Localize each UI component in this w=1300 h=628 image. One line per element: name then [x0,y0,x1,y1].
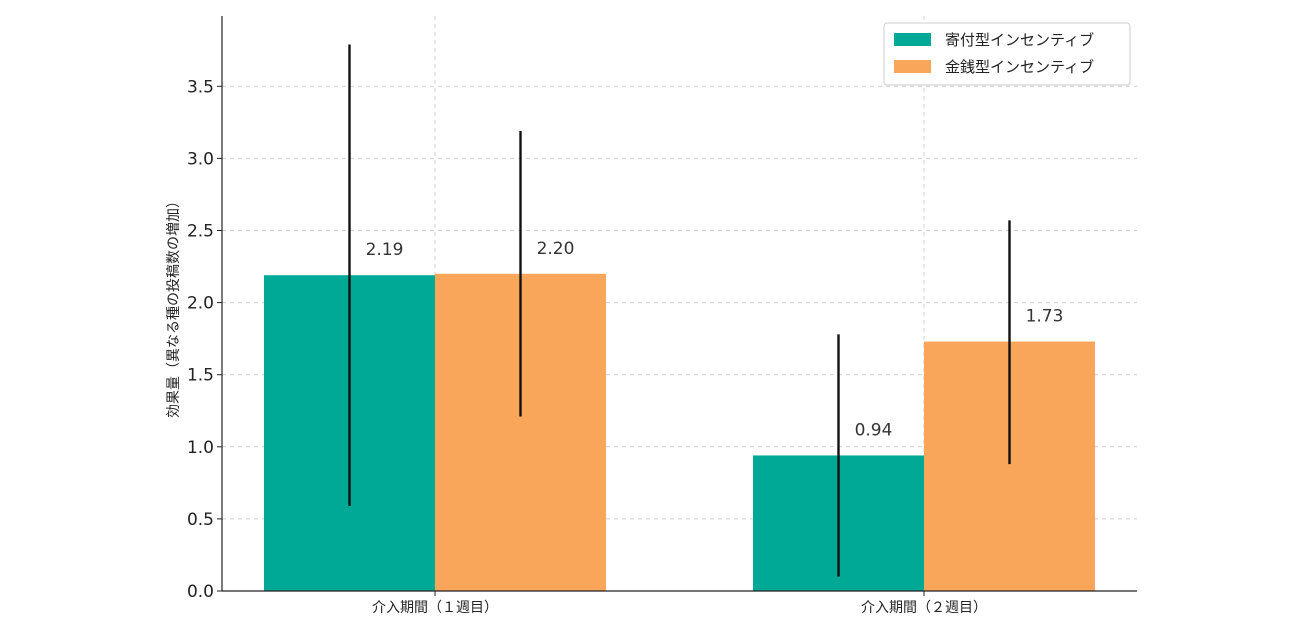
y-tick-label: 0.0 [187,582,214,602]
data-label: 2.19 [366,240,404,260]
legend-box [883,22,1131,86]
data-label: 0.94 [855,420,893,440]
data-label: 2.20 [537,239,575,259]
legend-swatch [894,60,931,73]
y-tick-label: 0.5 [187,510,214,530]
legend-label: 金銭型インセンティブ [945,58,1094,76]
x-ticks: 介入期間（１週目） 介入期間（２週目） [372,591,987,616]
y-tick-label: 1.5 [187,366,214,386]
y-tick-label: 2.5 [187,222,214,242]
error-bars [348,44,1011,577]
x-tick-label: 介入期間（２週目） [861,600,987,616]
bars [264,273,1095,591]
legend-swatch [894,33,931,46]
y-tick-label: 3.5 [187,77,214,97]
x-tick-label: 介入期間（１週目） [372,600,498,616]
axes [221,16,1137,592]
data-label: 1.73 [1026,307,1064,327]
y-tick-label: 2.0 [187,294,214,314]
y-tick-label: 3.0 [187,149,214,169]
y-tick-label: 1.0 [187,438,214,458]
y-ticks: 0.0 0.5 1.0 1.5 2.0 2.5 3.0 3.5 [187,77,222,602]
legend-label: 寄付型インセンティブ [945,31,1094,49]
y-axis-label: 効果量（異なる種の投稿数の増加） [166,194,182,418]
data-labels: 2.19 2.20 0.94 1.73 [366,239,1064,441]
